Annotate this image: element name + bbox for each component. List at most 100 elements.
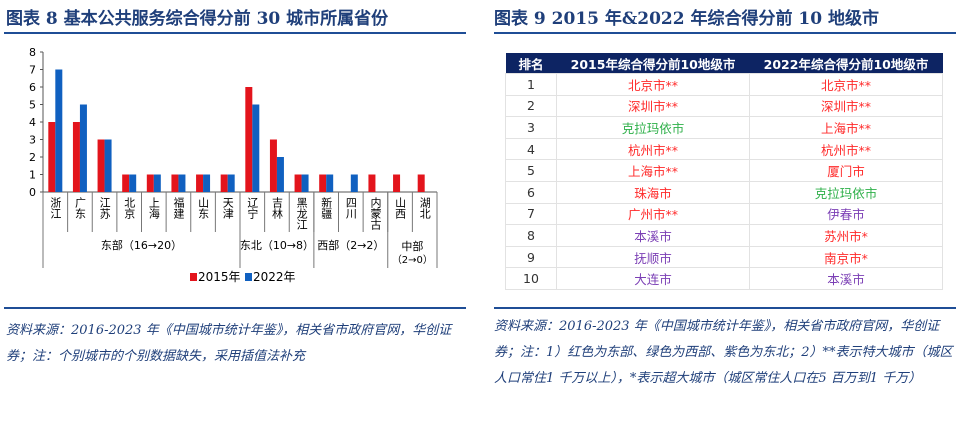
category-label: 江苏 bbox=[98, 197, 111, 220]
y-tick-label: 0 bbox=[29, 186, 36, 199]
bar-2022 bbox=[252, 104, 260, 192]
bar-2015 bbox=[393, 174, 401, 192]
category-label: 广东 bbox=[73, 197, 86, 219]
bar-2022 bbox=[203, 174, 211, 192]
bar-2022 bbox=[326, 174, 334, 192]
category-label: 湖北 bbox=[418, 197, 431, 219]
rank-cell: 6 bbox=[505, 180, 557, 204]
bar-2015 bbox=[417, 174, 425, 192]
bar-2022 bbox=[129, 174, 137, 192]
bar-2022 bbox=[104, 139, 112, 192]
table-row: 7 广州市** 伊春市 bbox=[505, 202, 943, 226]
rank-cell: 8 bbox=[505, 224, 557, 247]
group-label: 中部 bbox=[401, 239, 423, 253]
city-2022-cell: 北京市** bbox=[749, 73, 943, 96]
group-label: 东部（16→20） bbox=[101, 238, 182, 252]
category-label: 内蒙古 bbox=[369, 196, 382, 230]
city-2015-cell: 上海市** bbox=[556, 159, 750, 182]
bar-2015 bbox=[269, 139, 277, 192]
city-2015-cell: 北京市** bbox=[556, 73, 750, 96]
bar-2022 bbox=[301, 174, 309, 192]
table-row: 2 深圳市** 深圳市** bbox=[505, 94, 943, 118]
y-tick-label: 2 bbox=[29, 151, 36, 164]
category-label: 福建 bbox=[172, 196, 185, 220]
y-tick-label: 4 bbox=[29, 116, 36, 129]
table-row: 9 抚顺市 南京市* bbox=[505, 245, 943, 269]
y-tick-label: 1 bbox=[29, 169, 36, 182]
table-row: 5 上海市** 厦门市 bbox=[505, 159, 943, 182]
bar-2015 bbox=[146, 174, 154, 192]
rank-cell: 7 bbox=[505, 202, 557, 226]
city-2022-cell: 伊春市 bbox=[749, 202, 943, 226]
city-2022-cell: 厦门市 bbox=[749, 159, 943, 182]
header-rank: 排名 bbox=[505, 53, 557, 74]
bar-2015 bbox=[368, 174, 376, 192]
city-2022-cell: 深圳市** bbox=[749, 94, 943, 118]
city-2015-cell: 珠海市 bbox=[556, 180, 750, 204]
table-row: 10 大连市 本溪市 bbox=[505, 267, 943, 290]
bar-2022 bbox=[55, 69, 63, 192]
table-row: 3 克拉玛依市 上海市** bbox=[505, 116, 943, 139]
legend-label: 2015年 bbox=[198, 270, 241, 284]
category-label: 四川 bbox=[344, 197, 357, 219]
header-2022: 2022年综合得分前10地级市 bbox=[749, 53, 943, 74]
y-tick-label: 7 bbox=[29, 64, 36, 77]
bar-2015 bbox=[319, 174, 327, 192]
bar-2015 bbox=[196, 174, 204, 192]
city-2015-cell: 本溪市 bbox=[556, 224, 750, 247]
table-row: 6 珠海市 克拉玛依市 bbox=[505, 180, 943, 204]
bar-2015 bbox=[245, 87, 253, 192]
city-2022-cell: 杭州市** bbox=[749, 137, 943, 161]
bar-2022 bbox=[153, 174, 161, 192]
city-2015-cell: 抚顺市 bbox=[556, 245, 750, 269]
category-label: 天津 bbox=[221, 197, 234, 219]
city-2015-cell: 大连市 bbox=[556, 267, 750, 290]
city-2022-cell: 苏州市* bbox=[749, 224, 943, 247]
city-2022-cell: 上海市** bbox=[749, 116, 943, 139]
rank-cell: 3 bbox=[505, 116, 557, 139]
category-label: 北京 bbox=[123, 197, 136, 220]
bar-2022 bbox=[350, 174, 358, 192]
y-tick-label: 3 bbox=[29, 134, 36, 147]
bar-2022 bbox=[79, 104, 87, 192]
legend-swatch-2015 bbox=[190, 273, 197, 281]
right-source-note: 资料来源：2016-2023 年《中国城市统计年鉴》，相关省市政府官网，华创证券… bbox=[494, 319, 953, 386]
right-title-rule bbox=[494, 32, 956, 34]
left-figure-title: 图表 8 基本公共服务综合得分前 30 城市所属省份 bbox=[6, 9, 389, 29]
group-label-count: （2→0） bbox=[392, 254, 433, 266]
left-note-rule bbox=[4, 307, 466, 309]
rank-cell: 1 bbox=[505, 73, 557, 96]
category-label: 新疆 bbox=[320, 196, 333, 219]
left-title-rule bbox=[4, 32, 466, 34]
bar-2015 bbox=[122, 174, 130, 192]
left-source-note: 资料来源：2016-2023 年《中国城市统计年鉴》，相关省市政府官网，华创证券… bbox=[6, 323, 452, 364]
table-row: 8 本溪市 苏州市* bbox=[505, 224, 943, 247]
category-label: 上海 bbox=[147, 197, 160, 220]
category-label: 辽宁 bbox=[246, 197, 259, 219]
y-tick-label: 6 bbox=[29, 81, 36, 94]
category-label: 山西 bbox=[394, 197, 407, 219]
bar-2015 bbox=[48, 122, 56, 192]
rank-cell: 9 bbox=[505, 245, 557, 269]
city-2015-cell: 杭州市** bbox=[556, 137, 750, 161]
group-label: 东北（10→8） bbox=[240, 239, 314, 252]
right-note-rule bbox=[494, 307, 956, 309]
city-2022-cell: 南京市* bbox=[749, 245, 943, 269]
city-2015-cell: 广州市** bbox=[556, 202, 750, 226]
rank-cell: 10 bbox=[505, 267, 557, 290]
table-row: 1 北京市** 北京市** bbox=[505, 73, 943, 96]
city-2015-cell: 克拉玛依市 bbox=[556, 116, 750, 139]
bar-2022 bbox=[178, 174, 186, 192]
city-2015-cell: 深圳市** bbox=[556, 94, 750, 118]
category-label: 吉林 bbox=[270, 197, 283, 219]
header-2015: 2015年综合得分前10地级市 bbox=[556, 53, 750, 74]
bar-2022 bbox=[276, 157, 284, 192]
top10-table: 排名 2015年综合得分前10地级市 2022年综合得分前10地级市 1 北京市*… bbox=[505, 53, 943, 290]
table-row: 4 杭州市** 杭州市** bbox=[505, 137, 943, 161]
legend-label: 2022年 bbox=[253, 270, 296, 284]
bar-2022 bbox=[227, 174, 235, 192]
category-label: 浙江 bbox=[49, 197, 62, 219]
bar-2015 bbox=[72, 122, 80, 192]
rank-cell: 5 bbox=[505, 159, 557, 182]
right-figure-title: 图表 9 2015 年&2022 年综合得分前 10 地级市 bbox=[494, 9, 879, 29]
